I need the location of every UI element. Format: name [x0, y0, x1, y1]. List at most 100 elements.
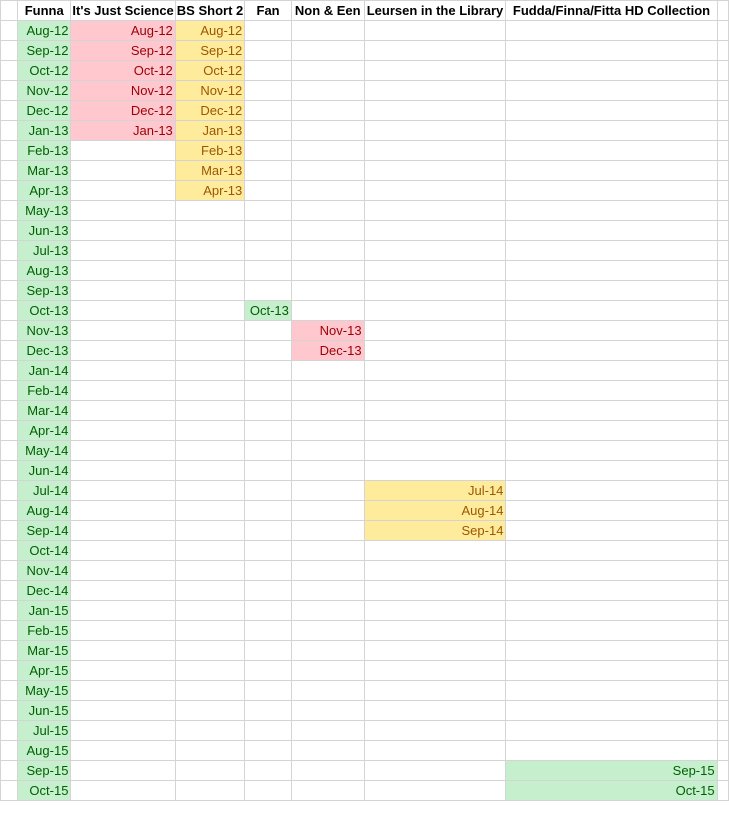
empty-cell[interactable] [363, 700, 507, 721]
empty-cell[interactable] [290, 80, 365, 101]
empty-cell[interactable] [290, 720, 365, 741]
empty-cell[interactable] [363, 60, 507, 81]
empty-cell[interactable] [716, 720, 729, 741]
empty-cell[interactable] [363, 240, 507, 261]
empty-cell[interactable] [505, 360, 718, 381]
empty-cell[interactable] [174, 280, 246, 301]
empty-cell[interactable] [505, 340, 718, 361]
funna-cell[interactable]: Jan-13 [16, 120, 72, 141]
empty-cell[interactable] [363, 320, 507, 341]
empty-cell[interactable] [70, 400, 176, 421]
empty-cell[interactable] [363, 160, 507, 181]
empty-cell[interactable] [290, 220, 365, 241]
empty-cell[interactable] [505, 20, 718, 41]
empty-cell[interactable] [244, 260, 292, 281]
empty-cell[interactable] [505, 60, 718, 81]
empty-cell[interactable] [363, 220, 507, 241]
empty-cell[interactable] [174, 460, 246, 481]
empty-cell[interactable] [70, 480, 176, 501]
empty-cell[interactable] [505, 220, 718, 241]
funna-cell[interactable]: Dec-14 [16, 580, 72, 601]
empty-cell[interactable] [716, 400, 729, 421]
empty-cell[interactable] [244, 720, 292, 741]
empty-cell[interactable] [244, 320, 292, 341]
funna-cell[interactable]: Nov-12 [16, 80, 72, 101]
empty-cell[interactable] [505, 180, 718, 201]
funna-cell[interactable]: Oct-14 [16, 540, 72, 561]
empty-cell[interactable] [174, 700, 246, 721]
empty-cell[interactable] [716, 200, 729, 221]
empty-cell[interactable] [174, 760, 246, 781]
empty-cell[interactable] [505, 280, 718, 301]
empty-cell[interactable] [174, 440, 246, 461]
empty-cell[interactable] [505, 120, 718, 141]
empty-cell[interactable] [174, 660, 246, 681]
empty-cell[interactable] [290, 140, 365, 161]
empty-cell[interactable] [174, 300, 246, 321]
empty-cell[interactable] [505, 140, 718, 161]
empty-cell[interactable] [716, 360, 729, 381]
empty-cell[interactable] [244, 700, 292, 721]
leursen-cell[interactable]: Sep-14 [363, 520, 507, 541]
empty-cell[interactable] [716, 660, 729, 681]
empty-cell[interactable] [505, 720, 718, 741]
empty-cell[interactable] [505, 680, 718, 701]
empty-cell[interactable] [244, 120, 292, 141]
empty-cell[interactable] [716, 680, 729, 701]
empty-cell[interactable] [505, 320, 718, 341]
empty-cell[interactable] [70, 380, 176, 401]
empty-cell[interactable] [244, 460, 292, 481]
empty-cell[interactable] [244, 680, 292, 701]
empty-cell[interactable] [174, 320, 246, 341]
empty-cell[interactable] [505, 620, 718, 641]
empty-cell[interactable] [290, 740, 365, 761]
header-leursen[interactable]: Leursen in the Library [363, 0, 507, 21]
empty-cell[interactable] [244, 580, 292, 601]
funna-cell[interactable]: Oct-12 [16, 60, 72, 81]
empty-cell[interactable] [716, 380, 729, 401]
empty-cell[interactable] [70, 500, 176, 521]
empty-cell[interactable] [716, 620, 729, 641]
empty-cell[interactable] [290, 280, 365, 301]
empty-cell[interactable] [505, 640, 718, 661]
empty-cell[interactable] [290, 580, 365, 601]
empty-cell[interactable] [244, 140, 292, 161]
empty-cell[interactable] [716, 560, 729, 581]
empty-cell[interactable] [290, 160, 365, 181]
empty-cell[interactable] [363, 300, 507, 321]
empty-cell[interactable] [174, 520, 246, 541]
empty-cell[interactable] [70, 460, 176, 481]
funna-cell[interactable]: May-14 [16, 440, 72, 461]
empty-cell[interactable] [505, 580, 718, 601]
empty-cell[interactable] [244, 240, 292, 261]
empty-cell[interactable] [174, 780, 246, 801]
empty-cell[interactable] [716, 500, 729, 521]
empty-cell[interactable] [505, 420, 718, 441]
funna-cell[interactable]: Jun-15 [16, 700, 72, 721]
funna-cell[interactable]: Dec-12 [16, 100, 72, 121]
non-een-cell[interactable]: Dec-13 [290, 340, 365, 361]
empty-cell[interactable] [363, 260, 507, 281]
funna-cell[interactable]: Feb-14 [16, 380, 72, 401]
funna-cell[interactable]: Nov-13 [16, 320, 72, 341]
empty-cell[interactable] [174, 220, 246, 241]
bs-short-2-cell[interactable]: Oct-12 [174, 60, 246, 81]
empty-cell[interactable] [290, 600, 365, 621]
empty-cell[interactable] [70, 640, 176, 661]
empty-cell[interactable] [244, 180, 292, 201]
funna-cell[interactable]: Mar-15 [16, 640, 72, 661]
funna-cell[interactable]: Jul-15 [16, 720, 72, 741]
empty-cell[interactable] [363, 740, 507, 761]
empty-cell[interactable] [70, 140, 176, 161]
empty-cell[interactable] [363, 120, 507, 141]
its-just-science-cell[interactable]: Jan-13 [70, 120, 176, 141]
empty-cell[interactable] [244, 740, 292, 761]
funna-cell[interactable]: Apr-13 [16, 180, 72, 201]
empty-cell[interactable] [290, 660, 365, 681]
bs-short-2-cell[interactable]: Sep-12 [174, 40, 246, 61]
empty-cell[interactable] [70, 180, 176, 201]
funna-cell[interactable]: Aug-13 [16, 260, 72, 281]
empty-cell[interactable] [70, 700, 176, 721]
empty-cell[interactable] [244, 660, 292, 681]
empty-cell[interactable] [174, 360, 246, 381]
